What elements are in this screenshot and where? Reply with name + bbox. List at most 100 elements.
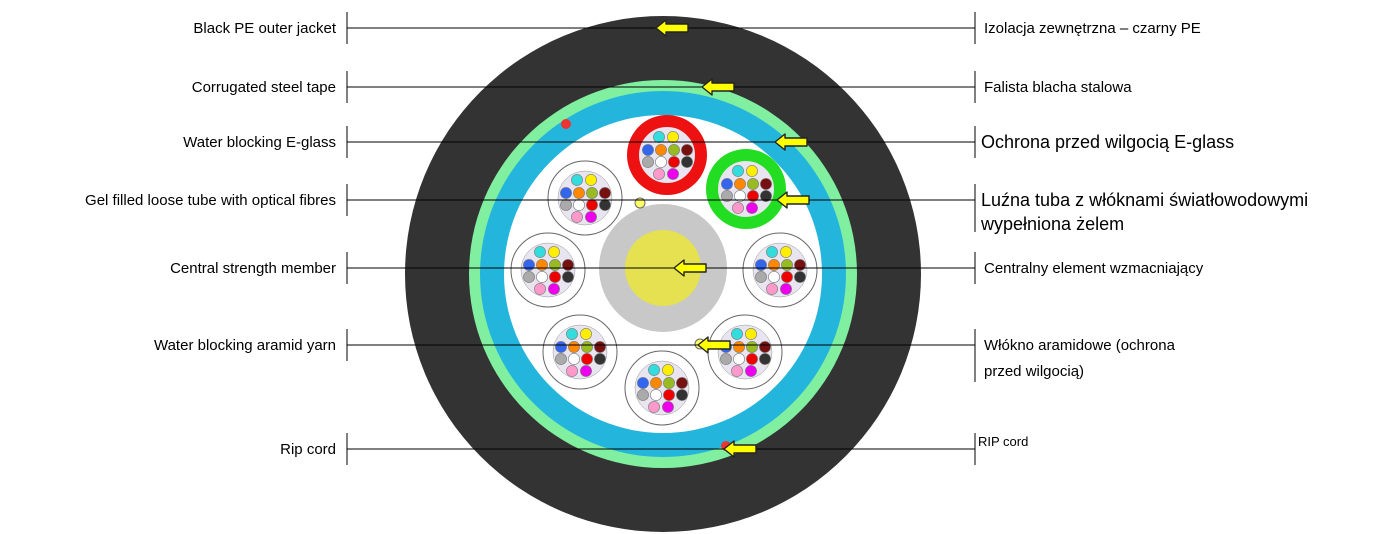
optical-fiber (573, 199, 585, 211)
optical-fiber (566, 365, 578, 377)
optical-fiber (562, 271, 574, 283)
optical-fiber (746, 165, 758, 177)
yellow-arrow-icon (701, 78, 735, 96)
label-eglass-en: Water blocking E-glass (183, 134, 336, 151)
optical-fiber (663, 389, 675, 401)
optical-fiber (667, 131, 679, 143)
optical-fiber (580, 328, 592, 340)
optical-fiber (586, 187, 598, 199)
optical-fiber (560, 187, 572, 199)
leader-lines (346, 12, 976, 465)
optical-fiber (534, 283, 546, 295)
optical-fiber (650, 377, 662, 389)
optical-fiber (662, 401, 674, 413)
optical-fiber (732, 165, 744, 177)
optical-fiber (642, 144, 654, 156)
optical-fiber (581, 353, 593, 365)
optical-fiber (637, 377, 649, 389)
loose-tube (742, 232, 818, 308)
optical-fiber (653, 131, 665, 143)
optical-fiber (731, 328, 743, 340)
optical-fiber (747, 178, 759, 190)
optical-fiber (581, 341, 593, 353)
yellow-arrow-icon (697, 336, 731, 354)
pointer-arrows (655, 19, 810, 458)
optical-fiber (781, 271, 793, 283)
optical-fiber (523, 271, 535, 283)
yellow-arrow-icon (774, 133, 808, 151)
optical-fiber (566, 328, 578, 340)
optical-fiber (746, 202, 758, 214)
label-steel-tape-en: Corrugated steel tape (192, 79, 336, 96)
optical-fiber (794, 271, 806, 283)
optical-fiber (523, 259, 535, 271)
optical-fiber (746, 341, 758, 353)
optical-fiber (568, 341, 580, 353)
optical-fiber (760, 178, 772, 190)
loose-tube (627, 115, 707, 195)
yellow-arrow-icon (776, 191, 810, 209)
left-labels: Black PE outer jacket Corrugated steel t… (85, 20, 337, 458)
optical-fiber (681, 144, 693, 156)
right-labels: Izolacja zewnętrzna – czarny PE Falista … (978, 20, 1308, 449)
label-steel-tape-pl: Falista blacha stalowa (984, 79, 1132, 96)
optical-fiber (768, 259, 780, 271)
optical-fiber (650, 389, 662, 401)
optical-fiber (548, 283, 560, 295)
optical-fiber (734, 190, 746, 202)
optical-fiber (681, 156, 693, 168)
optical-fiber (768, 271, 780, 283)
optical-fiber (731, 365, 743, 377)
optical-fiber (676, 389, 688, 401)
optical-fiber (534, 246, 546, 258)
loose-tube (510, 232, 586, 308)
optical-fiber (571, 174, 583, 186)
optical-fiber (655, 156, 667, 168)
label-strength-member-pl: Centralny element wzmacniający (984, 260, 1204, 277)
optical-fiber (747, 190, 759, 202)
label-aramid-yarn-pl-line1: Włókno aramidowe (ochrona (984, 337, 1176, 354)
optical-fiber (760, 190, 772, 202)
optical-fiber (637, 389, 649, 401)
yellow-arrow-icon (723, 440, 757, 458)
optical-fiber (745, 328, 757, 340)
optical-fiber (721, 190, 733, 202)
optical-fiber (562, 259, 574, 271)
loose-tube (624, 350, 700, 426)
loose-tubes-group (510, 115, 818, 426)
optical-fiber (759, 341, 771, 353)
loose-tube (706, 149, 786, 229)
label-aramid-yarn-en: Water blocking aramid yarn (154, 337, 336, 354)
optical-fiber (720, 353, 732, 365)
loose-tube-red-ring (627, 115, 707, 195)
yellow-arrow-icon (673, 259, 707, 277)
optical-fiber (733, 341, 745, 353)
label-loose-tube-pl-line2: wypełniona żelem (980, 214, 1124, 234)
optical-fiber (668, 156, 680, 168)
optical-fiber (781, 259, 793, 271)
optical-fiber (766, 246, 778, 258)
optical-fiber (732, 202, 744, 214)
optical-fiber (745, 365, 757, 377)
rip-cord-dot-upper (561, 119, 571, 129)
optical-fiber (667, 168, 679, 180)
optical-fiber (662, 364, 674, 376)
optical-fiber (555, 341, 567, 353)
optical-fiber (755, 271, 767, 283)
optical-fiber (642, 156, 654, 168)
optical-fiber (594, 353, 606, 365)
label-loose-tube-pl-line1: Luźna tuba z włóknami światłowodowymi (981, 190, 1308, 210)
optical-fiber (759, 353, 771, 365)
label-outer-jacket-en: Black PE outer jacket (193, 20, 336, 37)
optical-fiber (548, 246, 560, 258)
optical-fiber (648, 364, 660, 376)
loose-tube (547, 160, 623, 236)
optical-fiber (780, 283, 792, 295)
label-rip-cord-en: Rip cord (280, 441, 336, 458)
loose-tube-gel (557, 170, 613, 226)
optical-fiber (560, 199, 572, 211)
optical-fiber (648, 401, 660, 413)
optical-fiber (676, 377, 688, 389)
loose-tube-gel (520, 242, 576, 298)
optical-fiber (549, 271, 561, 283)
